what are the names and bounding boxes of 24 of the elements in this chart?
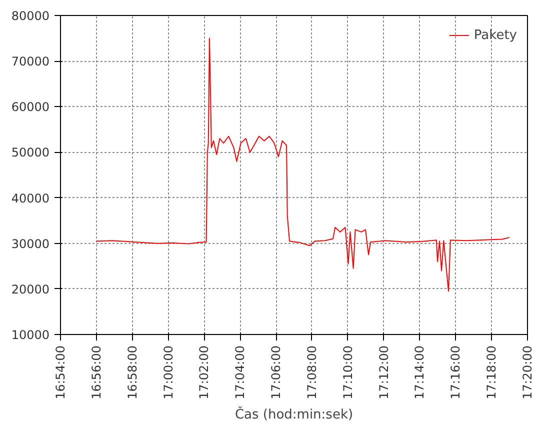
- y-tick-label: 20000: [11, 282, 50, 296]
- x-tick-label: 17:18:00: [484, 345, 499, 400]
- x-tick-label: 17:08:00: [304, 345, 319, 400]
- x-tick-label: 17:04:00: [233, 345, 248, 400]
- x-tick-label: 17:10:00: [340, 345, 355, 400]
- x-axis-title: Čas (hod:min:sek): [234, 405, 354, 422]
- x-tick-label: 17:16:00: [448, 345, 463, 400]
- x-tick-label: 17:00:00: [161, 345, 176, 400]
- legend-label: Pakety: [474, 28, 517, 42]
- x-tick-label: 16:58:00: [125, 345, 140, 400]
- y-tick-label: 60000: [11, 100, 50, 114]
- x-tick-label: 17:12:00: [376, 345, 391, 400]
- y-tick-label: 50000: [11, 146, 50, 160]
- x-tick-label: 16:54:00: [54, 345, 68, 400]
- x-tick-label: 17:02:00: [197, 345, 212, 400]
- x-tick-label: 17:20:00: [520, 345, 534, 400]
- y-tick-label: 40000: [11, 191, 50, 206]
- y-tick-label: 70000: [11, 54, 50, 69]
- y-tick-label: 10000: [11, 328, 50, 342]
- y-tick-label: 80000: [11, 9, 50, 23]
- x-tick-label: 17:06:00: [269, 345, 284, 400]
- x-tick-label: 16:56:00: [89, 345, 104, 400]
- y-tick-label: 30000: [11, 236, 50, 251]
- x-tick-label: 17:14:00: [412, 345, 427, 400]
